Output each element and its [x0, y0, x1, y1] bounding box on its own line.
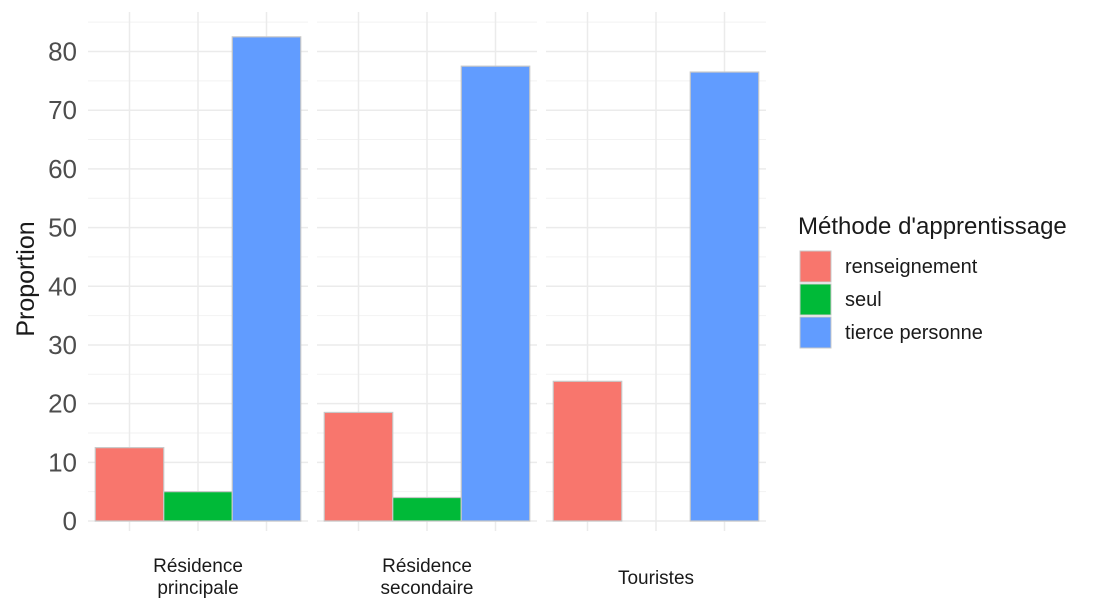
- x-tick-label: Résidence principale: [153, 556, 243, 599]
- legend-item: seul: [799, 283, 882, 316]
- y-tick-label: 60: [48, 154, 77, 184]
- bar-renseignement: [323, 411, 394, 522]
- y-tick-label: 50: [48, 213, 77, 243]
- legend: Méthode d'apprentissage renseignement seu…: [798, 213, 1067, 349]
- y-tick-label: 40: [48, 271, 77, 301]
- x-tick-label: Touristes: [618, 568, 694, 589]
- bar-tierce-personne: [689, 71, 760, 522]
- plot-panels: [88, 12, 766, 531]
- y-tick-label: 30: [48, 330, 77, 360]
- legend-items: renseignement seul tierce personne: [799, 250, 983, 349]
- x-axis: Résidence principale Résidence secondaire To…: [153, 556, 694, 599]
- y-tick-label: 20: [48, 389, 77, 419]
- legend-item: renseignement: [799, 250, 978, 283]
- legend-swatch: [799, 316, 832, 349]
- y-tick-label: 70: [48, 95, 77, 125]
- legend-item: tierce personne: [799, 316, 983, 349]
- y-axis-title: Proportion: [12, 221, 40, 336]
- bar-seul: [163, 491, 233, 522]
- legend-swatch: [799, 283, 832, 316]
- bar-renseignement: [94, 447, 165, 522]
- legend-label: renseignement: [845, 256, 978, 278]
- legend-label: tierce personne: [845, 322, 983, 344]
- y-tick-label: 80: [48, 37, 77, 67]
- legend-title: Méthode d'apprentissage: [798, 213, 1067, 240]
- bar-seul: [392, 496, 462, 522]
- y-tick-label: 0: [63, 506, 77, 536]
- y-axis: 0 10 20 30 40 50 60 70 80: [48, 37, 77, 537]
- bar-tierce-personne: [460, 65, 531, 522]
- y-tick-label: 10: [48, 447, 77, 477]
- bar-tierce-personne: [231, 36, 302, 522]
- legend-swatch: [799, 250, 832, 283]
- bar-renseignement: [552, 380, 623, 522]
- x-tick-label: Résidence secondaire: [381, 556, 474, 599]
- legend-label: seul: [845, 289, 882, 311]
